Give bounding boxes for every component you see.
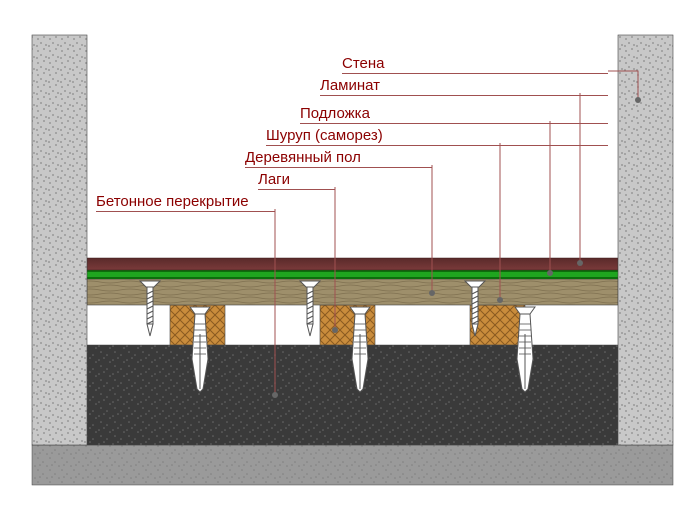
leader-dot [577, 260, 583, 266]
label-wall: Стена [342, 55, 608, 74]
leader-dot [547, 270, 553, 276]
label-wood: Деревянный пол [245, 149, 432, 168]
right-wall [618, 35, 673, 445]
label-joist: Лаги [258, 171, 335, 190]
laminate-layer [87, 258, 618, 270]
wooden-floor-layer [87, 279, 618, 305]
leader-dot [332, 327, 338, 333]
leader-dot [429, 290, 435, 296]
label-concrete: Бетонное перекрытие [96, 193, 275, 212]
label-screw: Шуруп (саморез) [266, 127, 608, 146]
label-laminate: Ламинат [320, 77, 608, 96]
leader-dot [497, 297, 503, 303]
ground-layer [32, 445, 673, 485]
left-wall [32, 35, 87, 445]
label-underlay: Подложка [300, 105, 608, 124]
underlay-layer [87, 270, 618, 279]
leader-dot [272, 392, 278, 398]
leader-dot [635, 97, 641, 103]
